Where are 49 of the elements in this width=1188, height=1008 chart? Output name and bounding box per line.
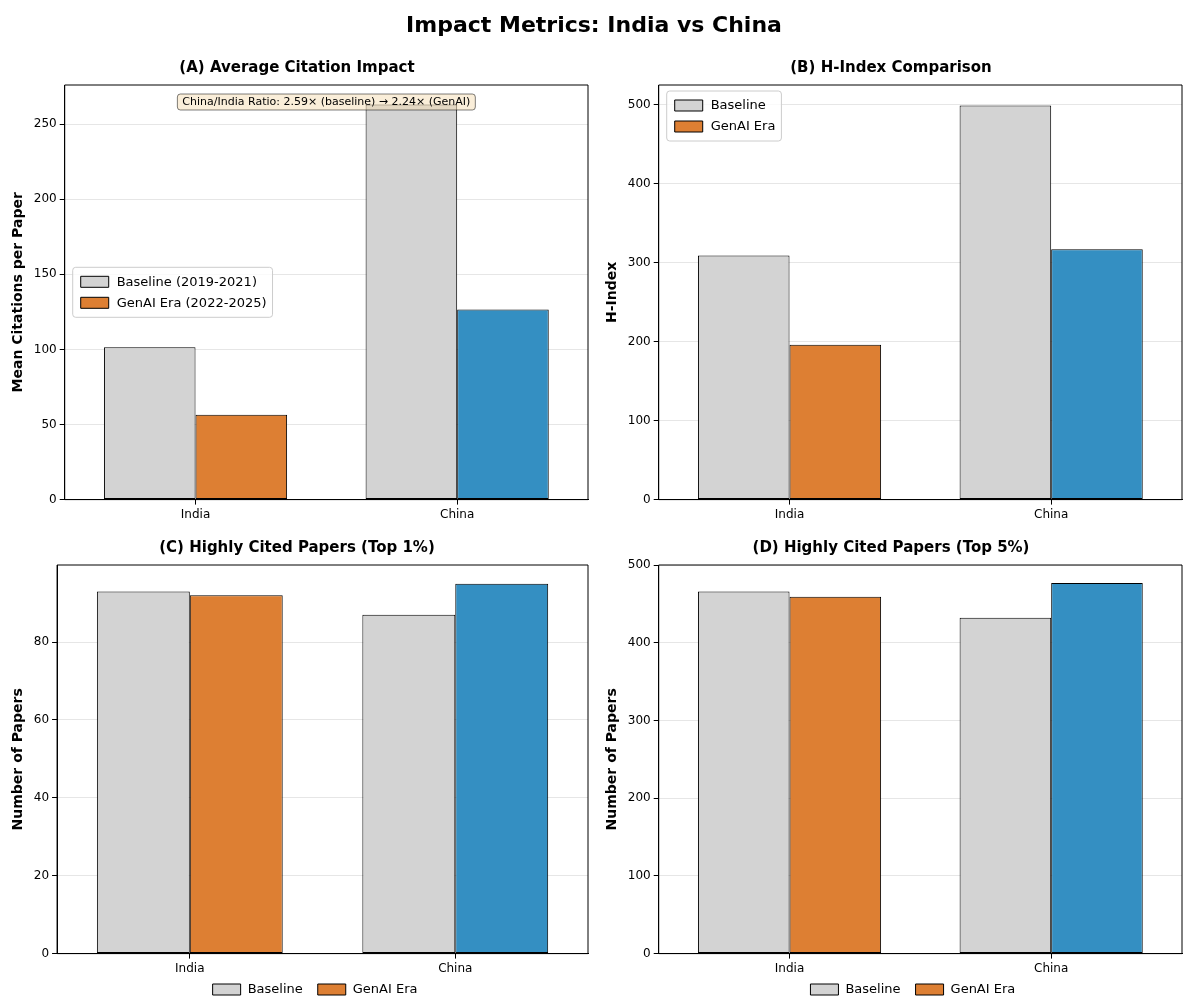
chart-title: (D) Highly Cited Papers (Top 5%) [752,537,1030,556]
y-tick-label: 0 [49,491,57,506]
y-tick-label: 400 [627,175,651,190]
x-tick-label: China [1034,506,1069,521]
chart-title: (A) Average Citation Impact [179,57,415,76]
legend-label: GenAI Era [950,981,1016,997]
y-axis-title: Number of Papers [9,688,26,831]
x-tick-label: India [774,960,805,975]
y-tick-label: 400 [627,634,651,649]
annotation: China/India Ratio: 2.59× (baseline) → 2.24× (GenAI) [182,95,471,109]
legend-label: Baseline [710,97,766,113]
chart-title: (C) Highly Cited Papers (Top 1%) [159,537,435,556]
legend-label: GenAI Era (2022-2025) [116,294,267,310]
y-tick-label: 100 [627,868,651,883]
y-axis-title: H-Index [603,261,620,323]
y-tick-label: 150 [33,266,57,281]
y-tick-label: 40 [33,789,50,804]
y-tick-label: 60 [33,712,50,727]
legend-label: Baseline [247,981,303,997]
y-tick-label: 50 [41,416,57,431]
y-tick-label: 0 [643,945,651,960]
y-tick-label: 200 [627,333,651,348]
x-tick-label: India [180,506,211,521]
legend-label: GenAI Era [710,118,776,134]
legend-label: GenAI Era [352,981,418,997]
y-tick-label: 20 [33,867,50,882]
x-tick-label: China [1034,960,1069,975]
x-tick-label: India [175,960,205,975]
y-tick-label: 300 [627,254,651,269]
x-tick-label: India [774,506,805,521]
y-tick-label: 80 [33,634,50,649]
y-tick-label: 200 [33,191,57,206]
x-tick-label: China [440,506,475,521]
y-tick-label: 300 [627,712,651,727]
legend-label: Baseline (2019-2021) [116,273,257,289]
y-tick-label: 500 [627,96,651,111]
y-tick-label: 250 [33,116,57,131]
chart-title: (B) H-Index Comparison [790,57,992,76]
y-tick-label: 100 [33,341,57,356]
y-tick-label: 0 [41,945,50,960]
y-tick-label: 0 [643,491,651,506]
text: Impact Metrics: India vs China [405,12,783,37]
y-axis-title: Mean Citations per Paper [9,192,26,393]
x-tick-label: China [438,960,473,975]
y-axis-title: Number of Papers [603,688,620,831]
y-tick-label: 100 [627,412,651,427]
legend-label: Baseline [845,981,901,997]
y-tick-label: 500 [627,557,651,572]
y-tick-label: 200 [627,790,651,805]
